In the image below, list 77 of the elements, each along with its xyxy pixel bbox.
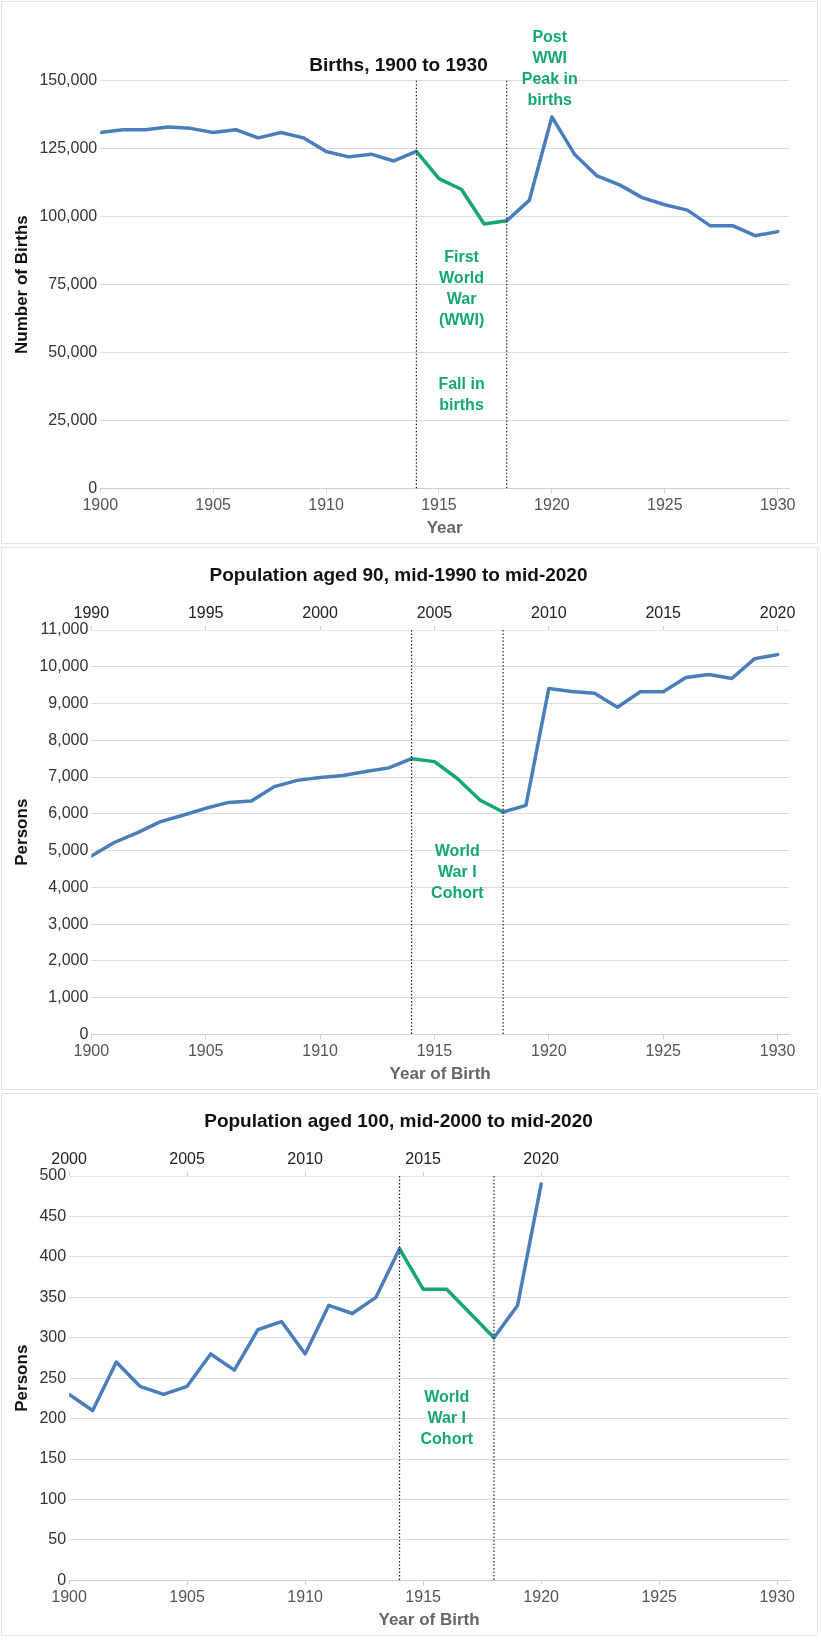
x-tick-label: 1900 [51, 1588, 87, 1606]
y-axis-title: Number of Births [11, 215, 31, 355]
x-tick-label: 1920 [523, 1588, 560, 1606]
y-tick-label: 400 [39, 1247, 67, 1265]
x-tick-label: 1920 [531, 1042, 567, 1060]
y-tick-label: 6,000 [48, 804, 89, 822]
y-tick-label: 75,000 [48, 275, 98, 293]
y-tick-label: 100 [39, 1489, 67, 1507]
y-tick-label: 5,000 [48, 840, 89, 858]
annotation: Post WWI Peak in births [521, 27, 578, 108]
x-tick-label: 1915 [421, 496, 457, 514]
y-tick-label: 2,000 [48, 951, 89, 969]
x-tick-label: 1920 [534, 496, 570, 514]
x-tick-label: 1930 [759, 1588, 796, 1606]
y-tick-label: 250 [39, 1368, 67, 1386]
y-tick-label: 3,000 [48, 914, 89, 932]
x-tick-label: 1910 [302, 1042, 338, 1060]
x-tick-label: 1930 [759, 496, 796, 514]
x2-tick-label: 2000 [302, 603, 338, 621]
y-tick-label: 0 [88, 478, 98, 496]
x-tick-label: 1905 [169, 1588, 206, 1606]
annotation: Fall in births [438, 374, 485, 413]
y-tick-label: 100,000 [39, 207, 98, 225]
x2-tick-label: 2005 [169, 1149, 206, 1167]
annotation: World War I Cohort [420, 1388, 474, 1448]
x-tick-label: 1905 [195, 496, 232, 514]
y-axis-title: Persons [11, 798, 31, 866]
x2-tick-label: 2015 [645, 603, 682, 621]
x2-tick-label: 1995 [187, 603, 224, 621]
x2-tick-label: 2020 [759, 603, 796, 621]
y-tick-label: 0 [79, 1024, 89, 1042]
y-tick-label: 350 [39, 1287, 67, 1305]
y-tick-label: 500 [39, 1166, 67, 1184]
x-tick-label: 1900 [82, 496, 119, 514]
y-tick-label: 25,000 [48, 410, 98, 428]
y-tick-label: 150 [39, 1449, 67, 1467]
x-axis-title: Year of Birth [378, 1610, 480, 1630]
x2-tick-label: 2005 [416, 603, 453, 621]
x-tick-label: 1925 [645, 1042, 682, 1060]
x-tick-label: 1915 [405, 1588, 442, 1606]
x-tick-label: 1930 [759, 1042, 796, 1060]
y-tick-label: 8,000 [48, 730, 89, 748]
chart-title: Population aged 90, mid-1990 to mid-2020 [209, 563, 588, 585]
y-tick-label: 50,000 [48, 342, 98, 360]
x-axis-title: Year [426, 518, 463, 538]
y-axis-title: Persons [11, 1344, 31, 1412]
x-tick-label: 1910 [287, 1588, 324, 1606]
y-tick-label: 150,000 [39, 71, 98, 89]
y-tick-label: 0 [57, 1570, 67, 1588]
y-tick-label: 300 [39, 1328, 67, 1346]
chart-title: Births, 1900 to 1930 [309, 53, 488, 75]
y-tick-label: 4,000 [48, 877, 89, 895]
x-tick-label: 1925 [641, 1588, 678, 1606]
x2-tick-label: 1990 [73, 603, 110, 621]
x2-tick-label: 2010 [531, 603, 567, 621]
y-tick-label: 450 [39, 1206, 67, 1224]
y-tick-label: 10,000 [39, 657, 89, 675]
y-tick-label: 200 [39, 1409, 67, 1427]
x2-tick-label: 2015 [405, 1149, 442, 1167]
x-tick-label: 1915 [416, 1042, 453, 1060]
y-tick-label: 9,000 [48, 693, 89, 711]
chart-title: Population aged 100, mid-2000 to mid-2020 [204, 1109, 593, 1131]
y-tick-label: 11,000 [40, 620, 89, 638]
x-tick-label: 1925 [647, 496, 683, 514]
x-axis-title: Year of Birth [389, 1064, 491, 1084]
y-tick-label: 125,000 [39, 139, 98, 157]
x-tick-label: 1910 [308, 496, 344, 514]
annotation: World War I Cohort [431, 842, 485, 902]
y-tick-label: 50 [48, 1530, 67, 1548]
y-tick-label: 1,000 [48, 988, 89, 1006]
x2-tick-label: 2000 [51, 1149, 87, 1167]
annotation: First World War (WWI) [438, 247, 485, 328]
y-tick-label: 7,000 [48, 767, 89, 785]
x2-tick-label: 2020 [523, 1149, 560, 1167]
x2-tick-label: 2010 [287, 1149, 324, 1167]
x-tick-label: 1905 [187, 1042, 224, 1060]
x-tick-label: 1900 [73, 1042, 110, 1060]
